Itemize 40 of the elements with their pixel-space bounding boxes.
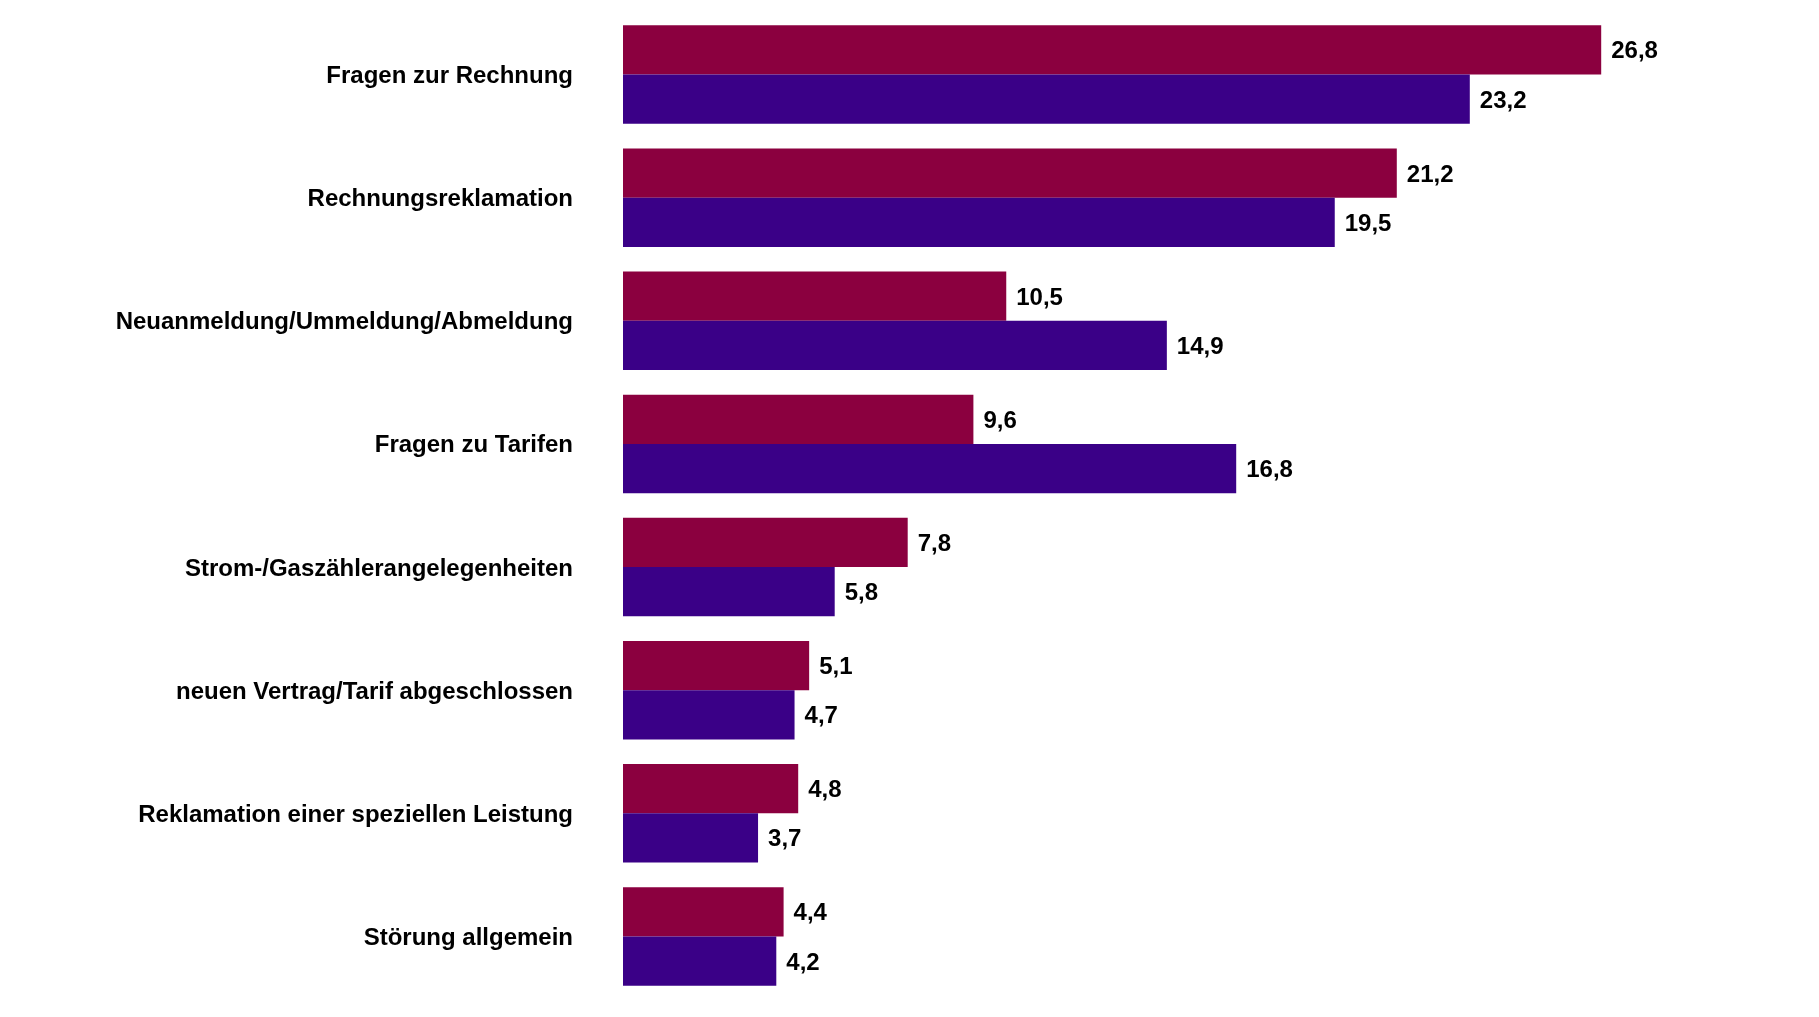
bar	[623, 887, 784, 937]
bar	[623, 517, 908, 568]
data-label: 7,8	[917, 528, 952, 556]
y-tick-label: Störung allgemein	[363, 922, 573, 950]
bar	[623, 640, 810, 691]
data-label: 16,8	[1246, 455, 1293, 483]
bar	[623, 148, 1397, 198]
data-label: 4,2	[786, 947, 820, 975]
y-tick-label: Reklamation einer speziellen Leistung	[138, 799, 573, 827]
bar	[623, 271, 1007, 321]
y-tick-label: neuen Vertrag/Tarif abgeschlossen	[175, 676, 573, 704]
data-label: 23,2	[1479, 85, 1527, 113]
bar	[623, 74, 1470, 124]
data-label: 5,1	[819, 652, 853, 680]
bar	[623, 813, 759, 863]
y-tick-label: Fragen zu Tarifen	[374, 430, 573, 458]
data-label: 5,8	[844, 578, 879, 606]
data-label: 4,8	[808, 775, 842, 803]
bar	[623, 320, 1167, 371]
y-tick-label: Fragen zur Rechnung	[326, 61, 573, 89]
bar	[623, 443, 1237, 494]
data-label: 21,2	[1406, 159, 1454, 187]
data-label: 26,8	[1611, 36, 1658, 64]
y-tick-label: Rechnungsreklamation	[307, 184, 573, 212]
bar	[623, 764, 799, 814]
data-label: 4,4	[793, 898, 828, 926]
bar	[623, 936, 777, 986]
y-tick-label: Neuanmeldung/Ummeldung/Abmeldung	[115, 307, 573, 335]
data-label: 3,7	[768, 824, 802, 852]
bar	[623, 690, 795, 740]
data-label: 4,7	[804, 701, 838, 729]
data-label: 9,6	[983, 405, 1017, 433]
y-tick-label: Strom-/Gaszählerangelegenheiten	[184, 553, 573, 581]
data-label: 14,9	[1176, 331, 1224, 359]
bar	[623, 394, 974, 444]
data-label: 10,5	[1016, 282, 1063, 310]
bar	[623, 567, 835, 617]
bar	[623, 197, 1335, 247]
data-label: 19,5	[1344, 208, 1392, 236]
bar	[623, 25, 1602, 75]
